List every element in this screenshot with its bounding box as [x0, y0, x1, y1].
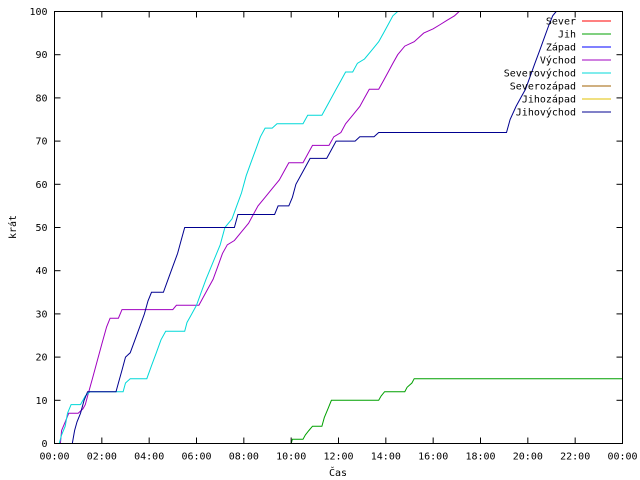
y-tick-label: 60 [35, 180, 47, 191]
series-layer [58, 11, 623, 444]
legend-label: Sever [546, 17, 576, 28]
x-tick-label: 14:00 [371, 452, 401, 463]
y-tick-label: 100 [29, 7, 47, 18]
legend-label: Severovýchod [504, 68, 576, 80]
series-line-4 [58, 11, 403, 444]
x-tick-label: 22:00 [560, 452, 590, 463]
y-tick-label: 20 [35, 353, 47, 364]
y-tick-label: 50 [35, 223, 47, 234]
x-axis-label: Čas [329, 466, 347, 479]
y-axis-label: krát [7, 215, 19, 239]
x-tick-label: 10:00 [276, 452, 306, 463]
series-line-7 [71, 11, 557, 444]
y-tick-label: 90 [35, 50, 47, 61]
ticks-layer: 00:00 02:00 04:00 06:00 08:00 10:00 12:00 14:00… [29, 7, 637, 463]
x-tick-label: 20:00 [513, 452, 543, 463]
legend-label: Západ [546, 42, 576, 54]
legend-label: Východ [540, 55, 576, 67]
x-tick-label: 04:00 [134, 452, 164, 463]
y-tick-label: 40 [35, 266, 47, 277]
x-tick-label: 02:00 [87, 452, 117, 463]
legend-label: Jih [558, 30, 576, 41]
y-tick-label: 0 [41, 439, 47, 450]
x-tick-label: 16:00 [418, 452, 448, 463]
legend-label: Jihozápad [522, 94, 576, 106]
y-tick-label: 10 [35, 396, 47, 407]
x-tick-label: 06:00 [181, 452, 211, 463]
x-tick-label: 12:00 [323, 452, 353, 463]
y-tick-label: 80 [35, 93, 47, 104]
x-tick-label: 08:00 [229, 452, 259, 463]
x-tick-label: 18:00 [465, 452, 495, 463]
y-tick-label: 70 [35, 137, 47, 148]
series-line-3 [59, 11, 464, 444]
series-line-1 [290, 378, 623, 444]
legend-label: Severozápad [510, 81, 576, 93]
y-tick-label: 30 [35, 309, 47, 320]
x-tick-label: 00:00 [39, 452, 69, 463]
legend: Sever JihZápadVýchodSeverovýchodSeverozáp… [504, 17, 611, 119]
legend-label: Jihovýchod [516, 107, 576, 119]
x-tick-label: 00:00 [607, 452, 637, 463]
